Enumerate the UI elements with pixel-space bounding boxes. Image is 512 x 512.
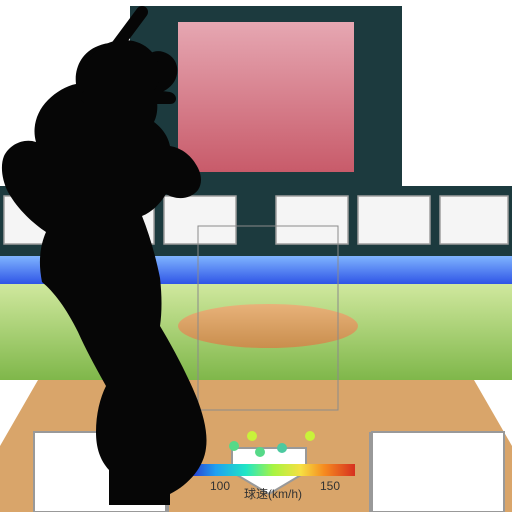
pitchers-mound <box>178 304 358 348</box>
stadium-box <box>358 196 430 244</box>
pitch-location-chart: 100 150 球速(km/h) <box>0 0 512 512</box>
pitch-point <box>247 431 257 441</box>
stadium-box <box>440 196 508 244</box>
batters-box-right <box>372 432 504 512</box>
pitch-point <box>255 447 265 457</box>
velocity-legend-tick: 150 <box>320 479 340 493</box>
scoreboard-screen <box>178 22 354 172</box>
velocity-legend-bar <box>185 464 355 476</box>
pitch-point <box>229 441 239 451</box>
pitch-point <box>277 443 287 453</box>
stadium-box <box>276 196 348 244</box>
velocity-legend-label: 球速(km/h) <box>244 487 302 501</box>
stadium-box <box>164 196 236 244</box>
pitch-point <box>305 431 315 441</box>
velocity-legend-tick: 100 <box>210 479 230 493</box>
